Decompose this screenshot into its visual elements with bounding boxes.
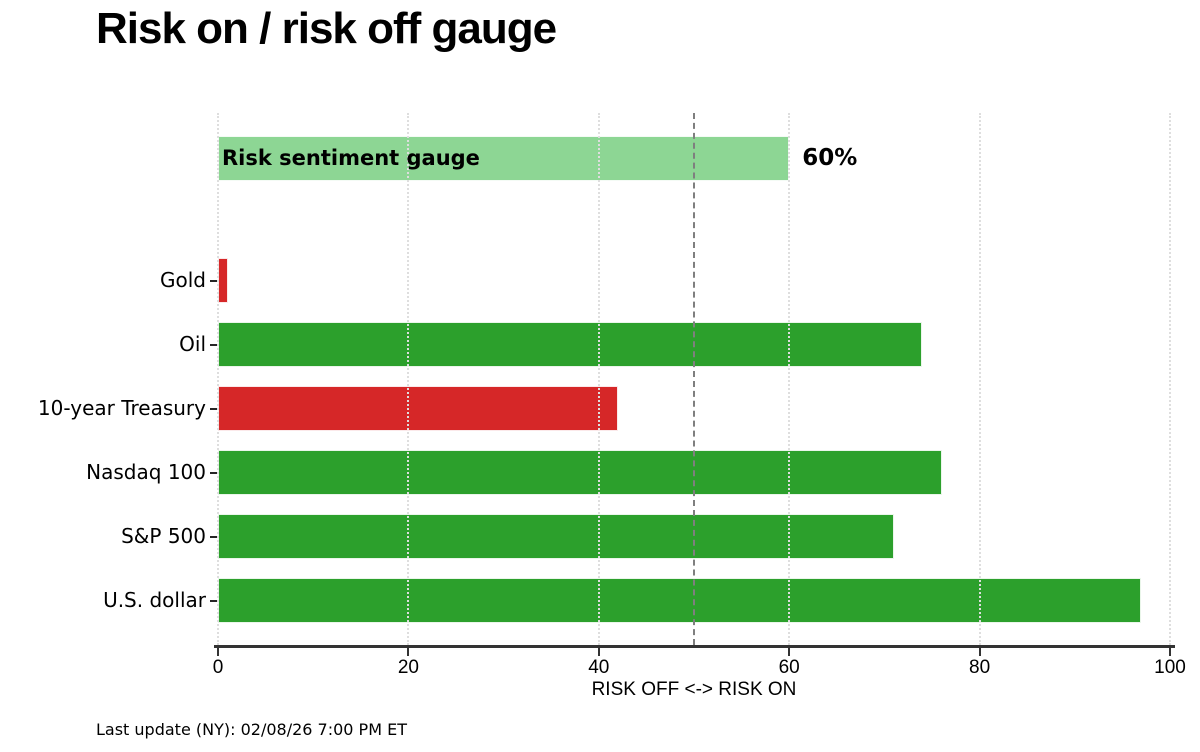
x-tick-label-100: 100 [1154, 657, 1186, 678]
bar-oil [218, 322, 923, 367]
y-label-5: U.S. dollar [103, 588, 206, 612]
x-axis-line [214, 645, 1175, 648]
y-tick-3 [210, 471, 218, 474]
bar-nasdaq-100 [218, 450, 942, 495]
y-tick-4 [210, 535, 218, 538]
x-tick-60 [788, 648, 791, 656]
chart-title: Risk on / risk off gauge [96, 4, 557, 53]
gridline-0 [217, 113, 219, 645]
y-label-4: S&P 500 [121, 524, 206, 548]
x-tick-100 [1169, 648, 1171, 656]
x-tick-label-60: 60 [778, 657, 800, 678]
y-tick-1 [210, 343, 218, 346]
y-label-3: Nasdaq 100 [86, 460, 206, 484]
y-label-2: 10-year Treasury [37, 396, 206, 420]
bar-s-p-500 [218, 514, 894, 559]
gauge-value-label: 60% [802, 145, 858, 171]
x-tick-40 [597, 648, 600, 656]
x-tick-20 [407, 648, 410, 656]
gridline-40 [597, 113, 600, 645]
bar-10-year-treasury [218, 386, 618, 431]
y-tick-2 [210, 407, 218, 410]
last-update-text: Last update (NY): 02/08/26 7:00 PM ET [96, 720, 407, 739]
x-tick-label-0: 0 [212, 657, 224, 678]
x-axis-label: RISK OFF <-> RISK ON [591, 679, 797, 700]
x-tick-0 [217, 648, 219, 656]
gridline-20 [407, 113, 410, 645]
bar-u-s-dollar [218, 578, 1142, 623]
y-tick-5 [210, 599, 218, 602]
gauge-bar-label: Risk sentiment gauge [222, 146, 480, 170]
y-label-1: Oil [179, 332, 206, 356]
x-tick-80 [978, 648, 981, 656]
gridline-60 [788, 113, 791, 645]
x-tick-label-20: 20 [397, 657, 419, 678]
refline-50 [693, 113, 695, 645]
y-label-0: Gold [160, 268, 206, 292]
gridline-80 [978, 113, 981, 645]
x-tick-label-40: 40 [588, 657, 610, 678]
gridline-100 [1169, 113, 1171, 645]
bar-gold [218, 258, 228, 303]
x-tick-label-80: 80 [969, 657, 991, 678]
y-tick-0 [210, 279, 218, 282]
